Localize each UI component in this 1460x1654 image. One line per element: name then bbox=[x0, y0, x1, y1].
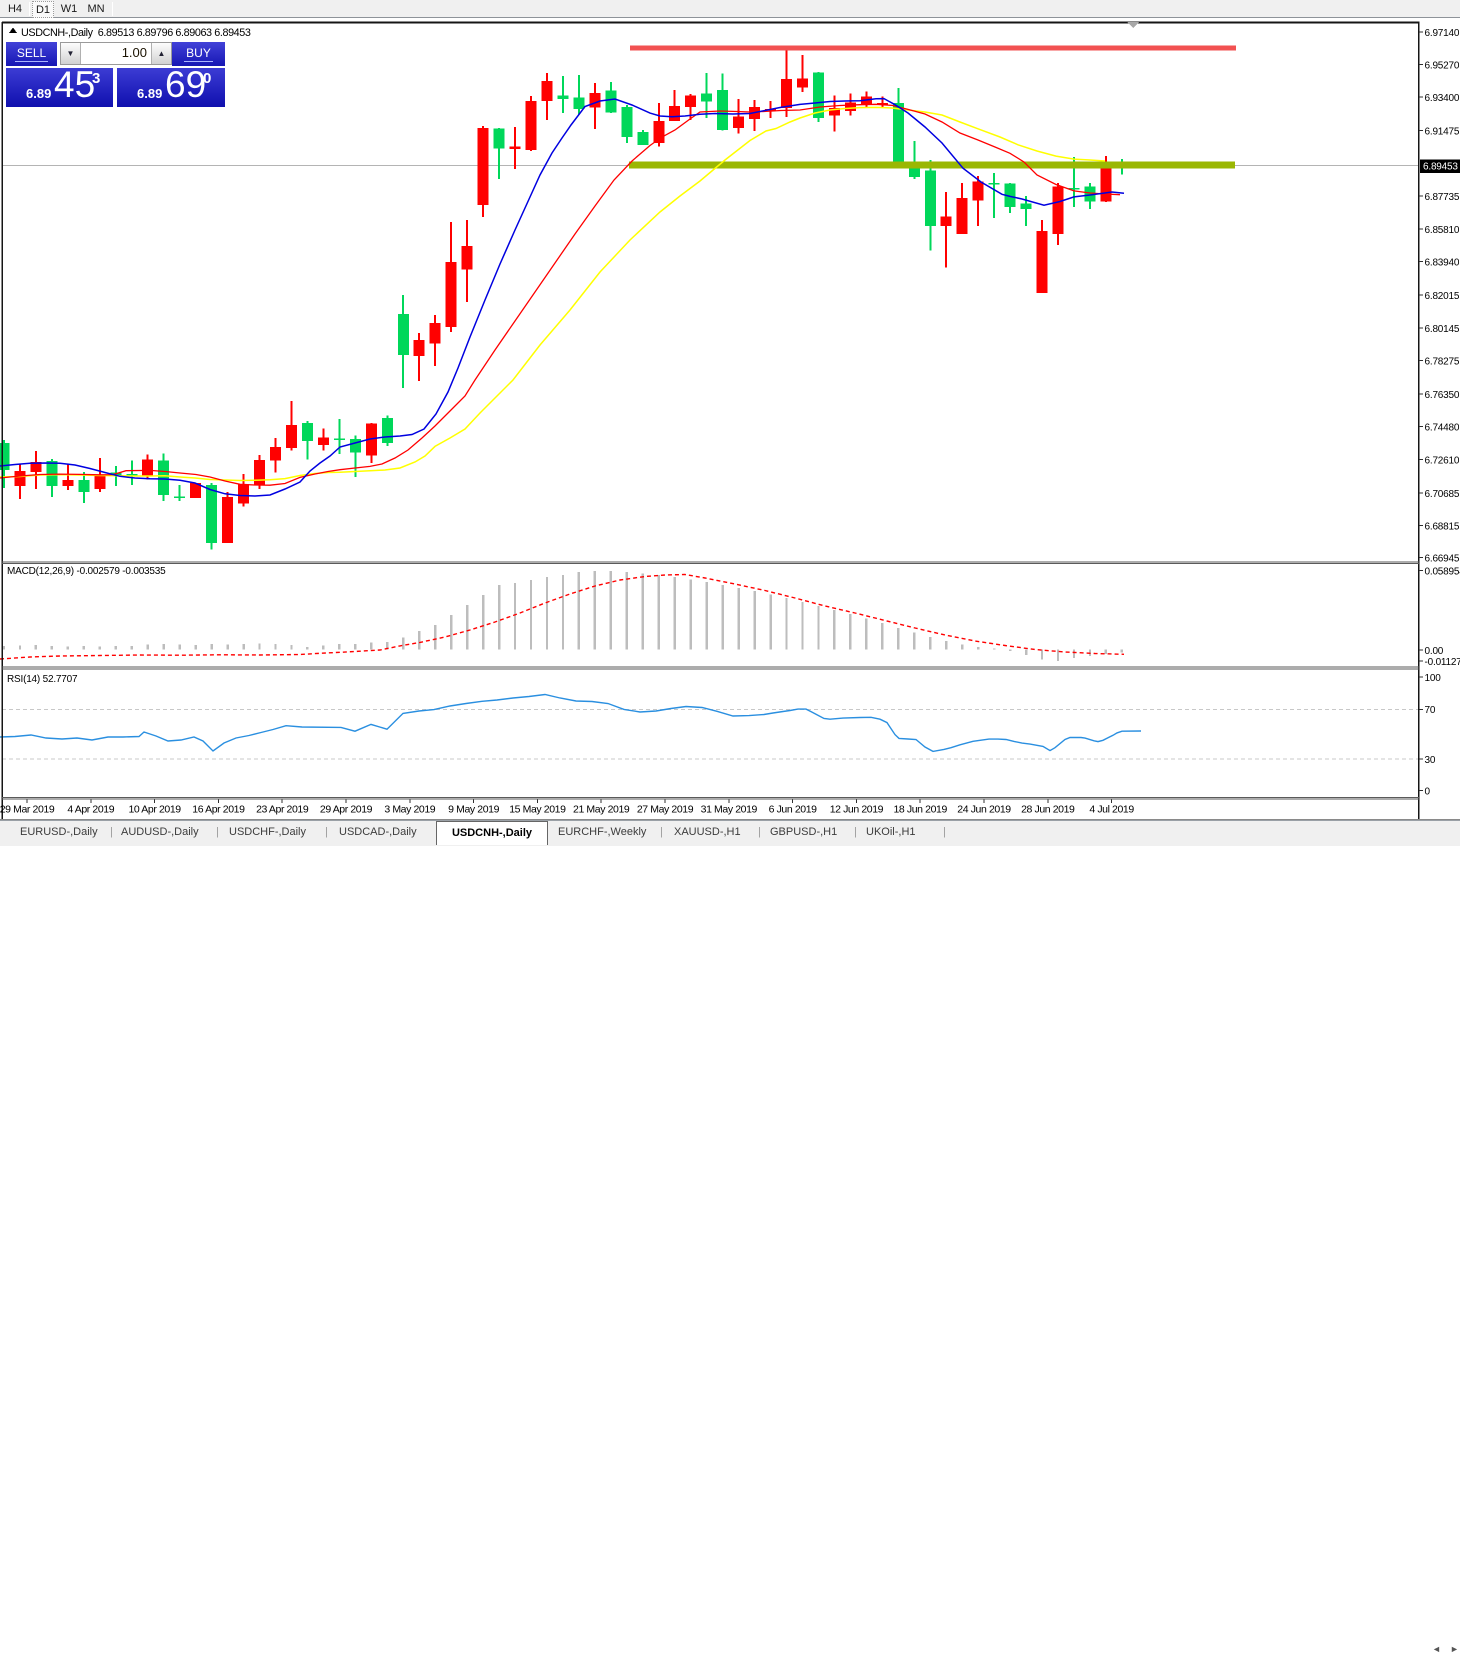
svg-text:6.97140: 6.97140 bbox=[1425, 28, 1460, 39]
svg-text:0: 0 bbox=[1425, 786, 1431, 797]
svg-text:6.68815: 6.68815 bbox=[1425, 521, 1460, 532]
svg-text:21 May 2019: 21 May 2019 bbox=[573, 804, 630, 816]
svg-text:70: 70 bbox=[1425, 705, 1436, 716]
svg-text:6.76350: 6.76350 bbox=[1425, 390, 1460, 401]
svg-text:16 Apr 2019: 16 Apr 2019 bbox=[192, 804, 245, 816]
svg-text:6.78275: 6.78275 bbox=[1425, 356, 1460, 367]
svg-text:MACD(12,26,9) -0.002579 -0.003: MACD(12,26,9) -0.002579 -0.003535 bbox=[7, 566, 166, 577]
svg-text:100: 100 bbox=[1425, 673, 1442, 684]
svg-text:0.058954: 0.058954 bbox=[1425, 567, 1460, 578]
svg-text:31 May 2019: 31 May 2019 bbox=[701, 804, 758, 816]
svg-text:4 Apr 2019: 4 Apr 2019 bbox=[67, 804, 114, 816]
svg-text:6.91475: 6.91475 bbox=[1425, 126, 1460, 137]
svg-text:6.74480: 6.74480 bbox=[1425, 422, 1460, 433]
svg-text:3 May 2019: 3 May 2019 bbox=[384, 804, 435, 816]
svg-text:6.70685: 6.70685 bbox=[1425, 489, 1460, 500]
svg-text:6.80145: 6.80145 bbox=[1425, 324, 1460, 335]
svg-text:28 Jun 2019: 28 Jun 2019 bbox=[1021, 804, 1075, 816]
svg-text:10 Apr 2019: 10 Apr 2019 bbox=[128, 804, 181, 816]
svg-text:23 Apr 2019: 23 Apr 2019 bbox=[256, 804, 309, 816]
svg-text:RSI(14) 52.7707: RSI(14) 52.7707 bbox=[7, 674, 78, 685]
svg-text:24 Jun 2019: 24 Jun 2019 bbox=[957, 804, 1011, 816]
svg-text:USDCNH-,Daily 6.89513 6.89796: USDCNH-,Daily 6.89513 6.89796 6.89063 6.… bbox=[21, 27, 251, 39]
svg-text:6.66945: 6.66945 bbox=[1425, 553, 1460, 564]
svg-text:29 Apr 2019: 29 Apr 2019 bbox=[320, 804, 373, 816]
svg-text:4 Jul 2019: 4 Jul 2019 bbox=[1089, 804, 1134, 816]
svg-text:-0.011273: -0.011273 bbox=[1425, 657, 1460, 668]
svg-text:6.83940: 6.83940 bbox=[1425, 257, 1460, 268]
svg-text:6.93400: 6.93400 bbox=[1425, 93, 1460, 104]
svg-text:0.00: 0.00 bbox=[1425, 646, 1444, 657]
svg-text:6.72610: 6.72610 bbox=[1425, 455, 1460, 466]
svg-text:9 May 2019: 9 May 2019 bbox=[448, 804, 499, 816]
svg-text:6.95270: 6.95270 bbox=[1425, 60, 1460, 71]
svg-text:27 May 2019: 27 May 2019 bbox=[637, 804, 694, 816]
svg-text:6.85810: 6.85810 bbox=[1425, 225, 1460, 236]
svg-text:15 May 2019: 15 May 2019 bbox=[509, 804, 566, 816]
svg-text:6.82015: 6.82015 bbox=[1425, 291, 1460, 302]
svg-text:6.87735: 6.87735 bbox=[1425, 192, 1460, 203]
svg-text:6 Jun 2019: 6 Jun 2019 bbox=[769, 804, 818, 816]
svg-text:12 Jun 2019: 12 Jun 2019 bbox=[830, 804, 884, 816]
svg-text:30: 30 bbox=[1425, 755, 1436, 766]
svg-text:18 Jun 2019: 18 Jun 2019 bbox=[893, 804, 947, 816]
svg-text:6.89453: 6.89453 bbox=[1423, 162, 1458, 173]
svg-text:29 Mar 2019: 29 Mar 2019 bbox=[0, 804, 55, 816]
